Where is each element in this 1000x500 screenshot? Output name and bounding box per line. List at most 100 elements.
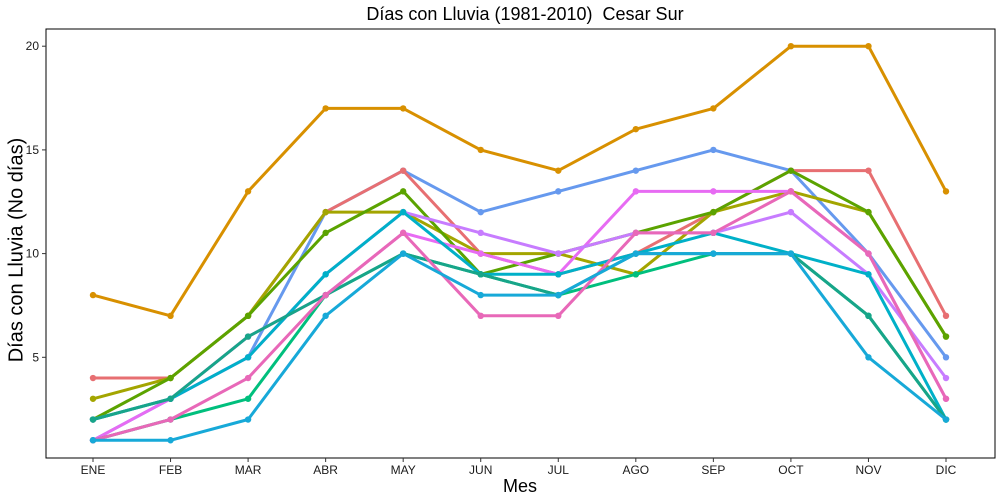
data-point <box>787 188 795 195</box>
data-point <box>167 416 174 423</box>
plot-border <box>45 28 996 459</box>
data-point <box>399 250 407 257</box>
data-point <box>555 167 562 174</box>
data-point <box>942 188 950 195</box>
x-tick-label: FEB <box>159 463 182 477</box>
data-point <box>632 167 640 174</box>
x-tick-label: MAR <box>235 463 262 477</box>
data-point <box>399 188 407 195</box>
data-point <box>710 105 717 112</box>
data-point <box>89 437 97 444</box>
data-point <box>89 374 97 382</box>
data-point <box>942 354 950 361</box>
data-point <box>632 229 640 237</box>
data-point <box>477 229 484 237</box>
data-point <box>942 416 950 423</box>
data-point <box>167 374 174 382</box>
chart-title: Días con Lluvia (1981-2010) Cesar Sur <box>366 4 684 24</box>
data-point <box>322 291 329 299</box>
x-axis-title: Mes <box>502 476 537 496</box>
series-9 <box>89 250 950 444</box>
data-point <box>555 271 562 278</box>
y-tick-label: 20 <box>26 39 40 53</box>
data-point <box>322 105 329 112</box>
data-point <box>244 333 252 340</box>
x-tick-label: OCT <box>778 463 804 477</box>
y-tick-label: 10 <box>26 247 40 261</box>
data-point <box>477 291 484 299</box>
x-tick-label: ABR <box>313 463 338 477</box>
series-line <box>91 44 948 318</box>
x-tick-label: SEP <box>701 463 725 477</box>
data-point <box>322 208 329 216</box>
data-point <box>555 188 562 195</box>
data-point <box>399 167 407 174</box>
data-point <box>865 312 872 320</box>
data-point <box>322 312 329 320</box>
y-tick-label: 5 <box>32 350 39 364</box>
data-point <box>89 416 97 423</box>
x-tick-label: DIC <box>936 463 957 477</box>
series-line <box>91 252 948 421</box>
data-point <box>710 229 717 237</box>
data-point <box>244 416 252 423</box>
y-axis-title: Días con Lluvia (No días) <box>5 137 28 363</box>
data-point <box>167 312 174 320</box>
data-point <box>865 354 872 361</box>
data-point <box>555 312 562 320</box>
data-point <box>942 374 950 382</box>
data-point <box>632 250 640 257</box>
data-point <box>244 312 252 320</box>
x-tick-label: JUL <box>548 463 570 477</box>
series-1 <box>89 43 950 320</box>
data-point <box>244 188 252 195</box>
data-point <box>244 395 252 402</box>
x-tick-label: ENE <box>81 463 106 477</box>
series-line <box>91 210 948 421</box>
series-line <box>91 252 948 442</box>
data-point <box>477 208 484 216</box>
data-point <box>710 188 717 195</box>
data-point <box>477 250 484 257</box>
data-point <box>399 208 407 216</box>
data-point <box>710 208 717 216</box>
data-point <box>787 250 795 257</box>
data-point <box>787 43 795 50</box>
data-point <box>942 395 950 402</box>
data-point <box>555 291 562 299</box>
y-tick-label: 15 <box>26 143 40 157</box>
series-line <box>91 189 948 442</box>
series-12 <box>89 250 950 444</box>
data-point <box>865 271 872 278</box>
data-point <box>865 208 872 216</box>
data-point <box>865 167 872 174</box>
data-point <box>477 312 484 320</box>
series-10 <box>89 250 950 423</box>
data-point <box>399 229 407 237</box>
series-line <box>91 252 948 442</box>
data-point <box>244 374 252 382</box>
data-point <box>632 271 640 278</box>
x-tick-label: MAY <box>391 463 416 477</box>
data-point <box>477 146 484 154</box>
data-point <box>942 333 950 340</box>
data-point <box>710 250 717 257</box>
data-point <box>322 271 329 278</box>
data-point <box>787 167 795 174</box>
data-point <box>89 395 97 402</box>
data-point <box>865 250 872 257</box>
data-point <box>477 271 484 278</box>
data-point <box>942 312 950 320</box>
data-point <box>89 291 97 299</box>
data-point <box>322 229 329 237</box>
data-point <box>244 354 252 361</box>
series-11 <box>89 188 950 444</box>
data-point <box>399 105 407 112</box>
x-tick-label: AGO <box>622 463 649 477</box>
x-tick-label: NOV <box>855 463 881 477</box>
x-tick-label: JUN <box>469 463 492 477</box>
data-point <box>632 188 640 195</box>
data-point <box>865 43 872 50</box>
